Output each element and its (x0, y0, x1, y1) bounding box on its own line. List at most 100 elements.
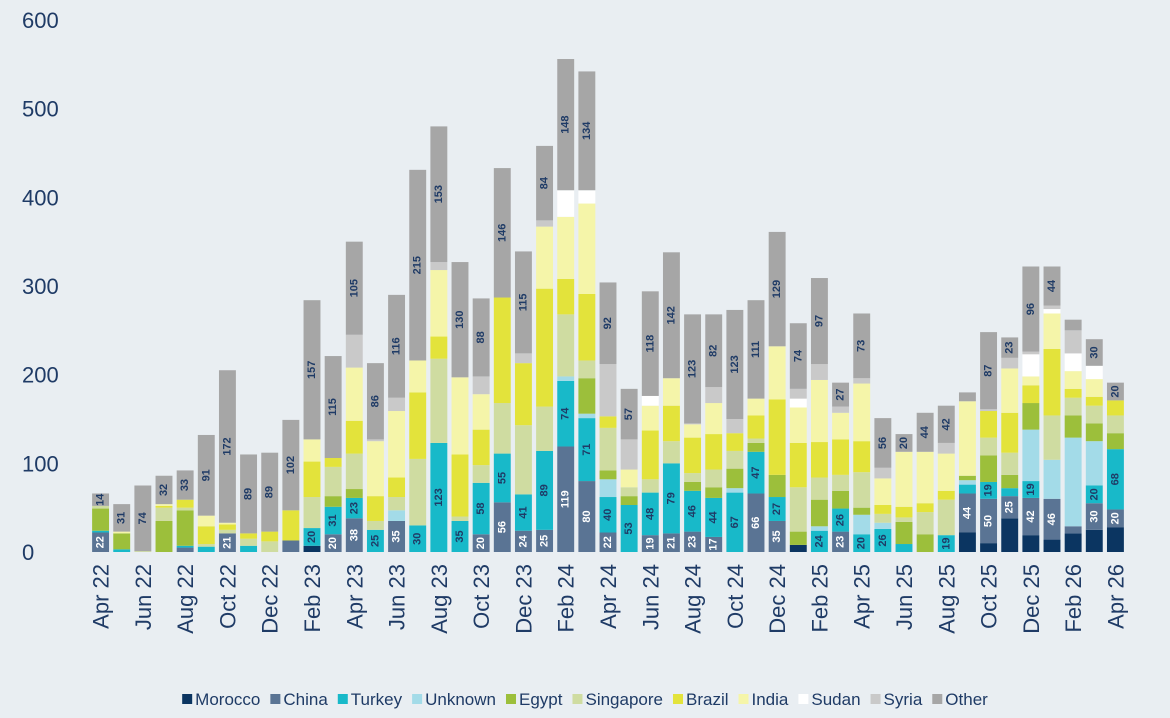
bar-segment (92, 493, 110, 506)
bar-segment (768, 474, 786, 498)
bar-segment (451, 516, 469, 521)
bar-segment (1064, 371, 1082, 389)
bar-segment (641, 492, 659, 536)
data-label: 35 (771, 530, 783, 542)
bar-segment (874, 467, 892, 479)
x-tick-label: Aug 25 (934, 564, 959, 634)
x-tick-label: Apr 22 (89, 564, 114, 629)
bar-segment (324, 458, 342, 467)
data-label: 21 (665, 537, 677, 549)
bar-segment (366, 441, 384, 497)
x-tick-label: Feb 24 (554, 564, 579, 633)
bar-segment (557, 446, 575, 552)
data-label: 24 (517, 534, 529, 547)
bar-segment (1022, 266, 1040, 352)
legend-swatch (270, 694, 281, 704)
bar-segment (261, 452, 279, 532)
legend: Morocco China Turkey Unknown Egypt Singapore B… (182, 690, 988, 709)
data-label: 215 (412, 256, 424, 274)
bar-segment (472, 394, 490, 430)
bar-segment (324, 496, 342, 507)
data-label: 47 (750, 467, 762, 479)
y-tick-label: 400 (22, 185, 59, 210)
bar-segment (113, 533, 131, 550)
legend-swatch (572, 694, 583, 704)
bar-segment (324, 506, 342, 535)
bar-segment (726, 419, 744, 434)
data-label: 44 (961, 506, 973, 519)
data-label: 19 (940, 537, 952, 549)
bar-segment (789, 531, 807, 545)
data-label: 22 (602, 536, 614, 548)
data-label: 153 (433, 185, 445, 203)
bar-segment (599, 497, 617, 533)
y-tick-label: 300 (22, 274, 59, 299)
bar-segment (916, 534, 934, 552)
bar-segment (1022, 403, 1040, 430)
bar-segment (747, 300, 765, 399)
bar-segment (155, 475, 173, 505)
bar-segment (472, 482, 490, 535)
data-label: 30 (1088, 510, 1100, 522)
bar-segment (1106, 400, 1124, 416)
bar-segment (980, 498, 998, 544)
data-label: 20 (1109, 512, 1121, 524)
bar-segment (1085, 503, 1103, 530)
bar-segment (937, 405, 955, 443)
bar-segment (557, 190, 575, 217)
bar-segment (641, 405, 659, 431)
bar-segment (324, 466, 342, 497)
bar-segment (980, 437, 998, 456)
bar-segment (430, 358, 448, 443)
bar-segment (599, 364, 617, 417)
bar-segment (874, 478, 892, 506)
bar-segment (874, 522, 892, 529)
bar-segment (409, 525, 427, 552)
bar-segment (853, 472, 871, 508)
bar-segment (261, 541, 279, 552)
bar-segment (874, 528, 892, 552)
bar-segment (366, 520, 384, 530)
bar-segment (1043, 266, 1061, 306)
legend-label: Unknown (425, 690, 496, 709)
bar-segment (176, 499, 194, 508)
bar-segment (366, 496, 384, 521)
bar-segment (536, 406, 554, 451)
x-tick-label: Feb 23 (300, 564, 325, 633)
data-label: 20 (475, 537, 487, 549)
legend-swatch (672, 694, 683, 704)
bar-segment (726, 450, 744, 469)
bar-segment (176, 510, 194, 546)
bar-segment (388, 411, 406, 478)
bar-segment (684, 481, 702, 491)
data-label: 123 (687, 360, 699, 378)
data-label: 92 (602, 317, 614, 329)
bar-segment (895, 451, 913, 507)
bar-segment (113, 531, 131, 534)
data-label: 130 (454, 311, 466, 329)
y-tick-label: 600 (22, 8, 59, 33)
bar-segment (514, 353, 532, 364)
legend-swatch (798, 694, 809, 704)
bar-segment (1106, 415, 1124, 434)
data-label: 123 (433, 488, 445, 506)
legend-swatch (182, 694, 193, 704)
bar-segment (536, 220, 554, 227)
bar-segment (218, 522, 236, 525)
bar-segment (1106, 509, 1124, 528)
data-label: 23 (687, 536, 699, 548)
bar-segment (1064, 526, 1082, 534)
bar-segment (684, 531, 702, 552)
data-label: 33 (179, 479, 191, 491)
data-label: 148 (560, 115, 572, 133)
bar-segment (155, 507, 173, 521)
data-label: 19 (983, 484, 995, 496)
data-label: 74 (137, 511, 149, 524)
data-label: 38 (348, 529, 360, 541)
data-label: 48 (644, 508, 656, 520)
bar-segment (1085, 405, 1103, 424)
bar-segment (1085, 365, 1103, 380)
bar-segment (853, 313, 871, 379)
bar-segment (832, 382, 850, 407)
data-label: 21 (221, 537, 233, 549)
